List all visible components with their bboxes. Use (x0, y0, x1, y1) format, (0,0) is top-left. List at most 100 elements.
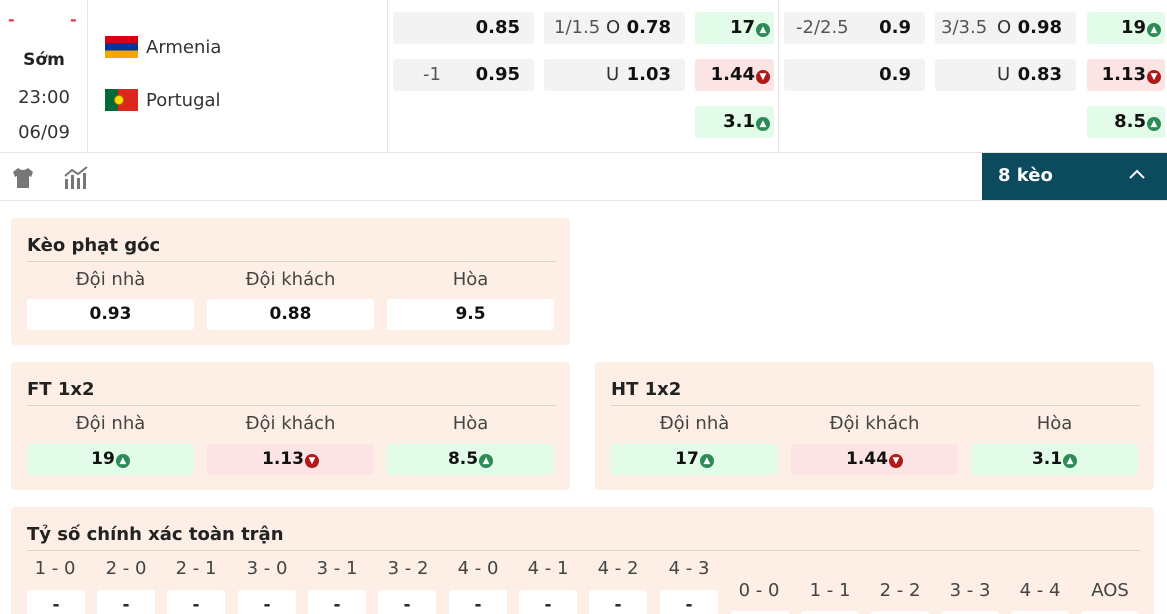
ft-over-label: O (606, 17, 621, 38)
ft-over-cell[interactable]: 1/1.5 O 0.78 (544, 12, 685, 44)
score-odd-box[interactable] (801, 611, 859, 614)
bets-toggle-button[interactable]: 8 kèo (982, 153, 1167, 200)
score-odd-box[interactable] (1011, 611, 1069, 614)
score-odd-box[interactable]: - (660, 590, 718, 614)
chevron-up-icon (1127, 165, 1147, 185)
score-label: 1 - 1 (809, 580, 851, 601)
arrow-down-icon: ▼ (304, 454, 319, 468)
ht-1x2-draw-odd: 3.1 (723, 111, 755, 132)
arrow-up-icon: ▲ (479, 454, 494, 468)
corner-home-odd[interactable]: 0.93 (27, 299, 194, 330)
ht-home-odd-box[interactable]: 17 ▲ (611, 444, 778, 475)
ft-1x2-draw-odd: 8.5 (1114, 111, 1146, 132)
score-label: 4 - 4 (1019, 580, 1061, 601)
ft-1x2-draw-cell[interactable]: 8.5 ▲ (1087, 106, 1165, 138)
away-team[interactable]: Portugal (105, 89, 221, 111)
ht-1x2-home-odd: 17 (729, 17, 755, 38)
panel-title: Tỷ số chính xác toàn trận (27, 524, 284, 545)
score-odd-box[interactable]: - (238, 590, 296, 614)
panel-divider (27, 405, 556, 406)
score-odd-box[interactable]: - (27, 590, 85, 614)
shirt-icon[interactable] (10, 165, 36, 191)
ht-hdp-away-odd: 0.9 (879, 64, 911, 85)
ft-away-odd-box[interactable]: 1.13 ▼ (207, 444, 374, 475)
ht-1x2-draw-cell[interactable]: 3.1 ▲ (695, 106, 774, 138)
home-score: - (8, 10, 15, 29)
ft-1x2-away-cell[interactable]: 1.13 ▼ (1087, 59, 1165, 91)
ht-draw-odd-box[interactable]: 3.1 ▲ (971, 444, 1138, 475)
ht-over-odd: 0.98 (1017, 17, 1062, 38)
ft-1x2-home-cell[interactable]: 19 ▲ (1087, 12, 1165, 44)
score-label: 2 - 1 (175, 558, 217, 579)
score-odd-box[interactable]: - (449, 590, 507, 614)
ht-ou-line: 3/3.5 (941, 17, 988, 38)
ht-1x2-home-cell[interactable]: 17 ▲ (695, 12, 774, 44)
ft-draw-odd-box[interactable]: 8.5 ▲ (387, 444, 554, 475)
header-home: Đội nhà (75, 269, 146, 290)
ft-1x2-panel: FT 1x2 Đội nhà Đội khách Hòa 19 ▲ 1.13 ▼ 8… (11, 362, 570, 490)
score-odd-box[interactable] (1081, 611, 1139, 614)
ht-away-odd-box[interactable]: 1.44 ▼ (791, 444, 958, 475)
ft-hdp-home-cell[interactable]: 0.85 (393, 12, 534, 44)
match-time-column: - - Sớm 23:00 06/09 (0, 0, 88, 153)
score-odd-box[interactable] (871, 611, 929, 614)
ft-over-odd: 0.78 (626, 17, 671, 38)
score-label: 3 - 2 (387, 558, 429, 579)
ht-hdp-away-cell[interactable]: 0.9 (784, 59, 925, 91)
score-odd-box[interactable]: - (519, 590, 577, 614)
score-odd-box[interactable]: - (97, 590, 155, 614)
away-team-name: Portugal (146, 89, 221, 111)
header-away: Đội khách (245, 269, 336, 290)
bets-count-label: 8 kèo (998, 165, 1053, 186)
ht-over-cell[interactable]: 3/3.5 O 0.98 (935, 12, 1076, 44)
score-label: AOS (1091, 580, 1129, 601)
ft-draw-odd: 8.5 (447, 449, 479, 469)
ht-hdp-home-line: -2/2.5 (796, 17, 849, 38)
teams-column: Armenia Portugal (88, 0, 388, 153)
arrow-up-icon: ▲ (699, 454, 714, 468)
score-label: 4 - 1 (527, 558, 569, 579)
score-label: 3 - 0 (246, 558, 288, 579)
ht-hdp-home-cell[interactable]: -2/2.5 0.9 (784, 12, 925, 44)
ft-hdp-away-line: -1 (423, 64, 441, 85)
header-home: Đội nhà (75, 413, 146, 434)
score-odd-box[interactable]: - (308, 590, 366, 614)
score-odd-box[interactable]: - (589, 590, 647, 614)
ft-ou-line: 1/1.5 (554, 17, 601, 38)
ft-1x2-home-odd: 19 (1120, 17, 1146, 38)
score-label: 3 - 1 (316, 558, 358, 579)
ft-hdp-away-odd: 0.95 (475, 64, 520, 85)
match-status: Sớm (23, 50, 65, 70)
match-row: - - Sớm 23:00 06/09 Armenia Portugal 0.8… (0, 0, 1167, 153)
arrow-up-icon: ▲ (756, 23, 770, 37)
ft-home-odd: 19 (91, 449, 115, 469)
score-odd-box[interactable] (941, 611, 999, 614)
ft-away-odd: 1.13 (262, 449, 304, 469)
arrow-down-icon: ▼ (1147, 70, 1161, 84)
header-draw: Hòa (452, 269, 489, 290)
score-odd-box[interactable] (731, 611, 789, 614)
away-score: - (70, 10, 77, 29)
stats-icon[interactable] (63, 165, 89, 191)
ft-under-cell[interactable]: U 1.03 (544, 59, 685, 91)
score-label: 1 - 0 (34, 558, 76, 579)
score-odd-box[interactable]: - (167, 590, 225, 614)
ht-home-odd: 17 (675, 449, 699, 469)
home-team[interactable]: Armenia (105, 36, 221, 58)
corner-draw-odd[interactable]: 9.5 (387, 299, 554, 330)
score-label: 2 - 2 (879, 580, 921, 601)
kickoff-date: 06/09 (18, 122, 70, 143)
ht-under-cell[interactable]: U 0.83 (935, 59, 1076, 91)
ft-hdp-away-cell[interactable]: -1 0.95 (393, 59, 534, 91)
ft-home-odd-box[interactable]: 19 ▲ (27, 444, 194, 475)
panel-title: FT 1x2 (27, 379, 95, 400)
arrow-up-icon: ▲ (1147, 117, 1161, 131)
panel-title: Kèo phạt góc (27, 235, 161, 256)
arrow-down-icon: ▼ (756, 70, 770, 84)
ht-1x2-away-cell[interactable]: 1.44 ▼ (695, 59, 774, 91)
match-toolbar: 8 kèo (0, 153, 1167, 201)
score-odd-box[interactable]: - (378, 590, 436, 614)
header-draw: Hòa (1036, 413, 1073, 434)
panel-divider (27, 261, 556, 262)
corner-away-odd[interactable]: 0.88 (207, 299, 374, 330)
